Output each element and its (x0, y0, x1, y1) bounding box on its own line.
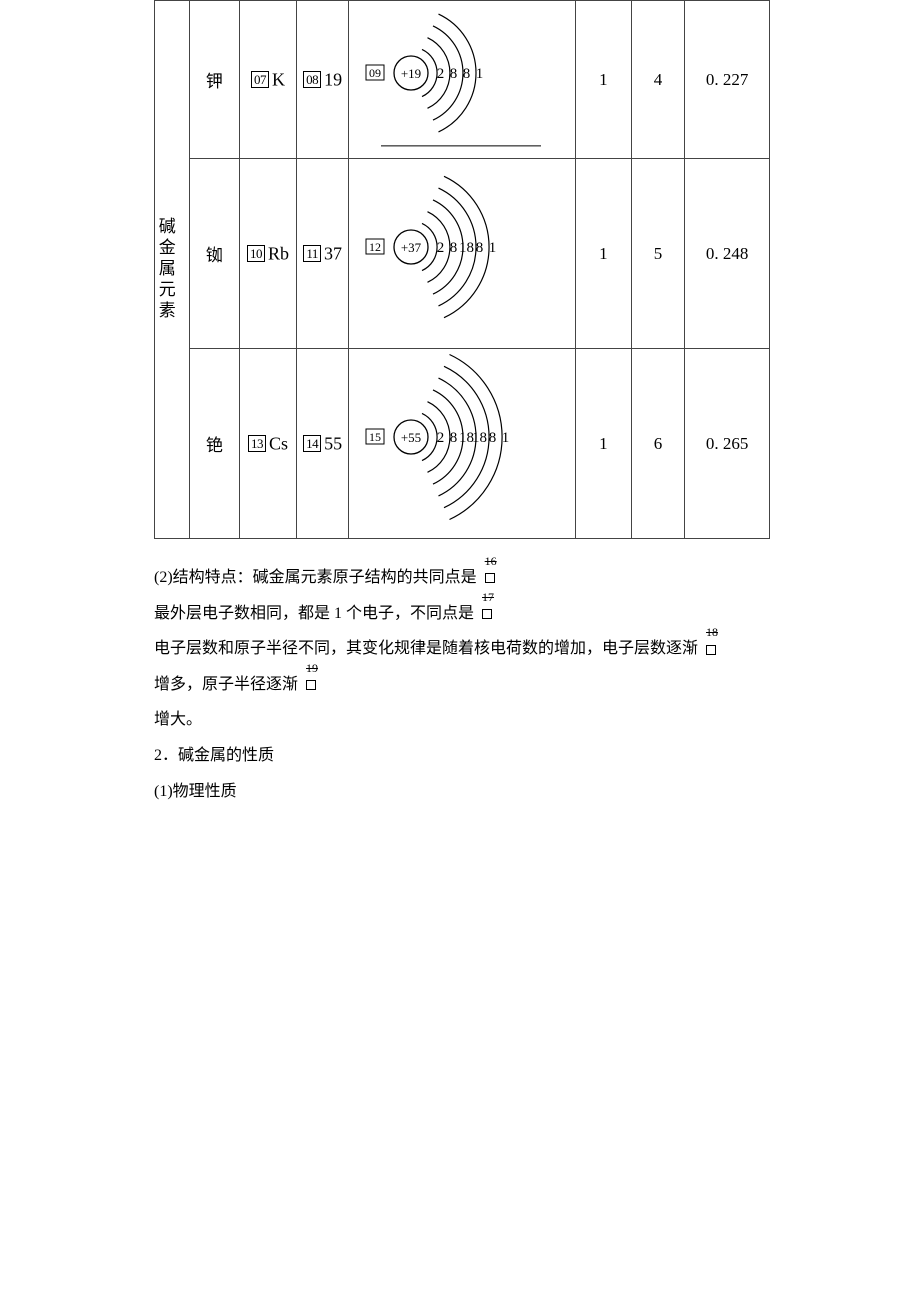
box-number: 14 (303, 435, 321, 452)
svg-text:2: 2 (437, 430, 445, 446)
element-symbol-cell: 13Cs (239, 349, 297, 539)
blank-annotation: 17 (478, 597, 492, 631)
element-name: 铯 (190, 349, 240, 539)
group-label: 碱金属元素 (155, 1, 190, 539)
svg-text:09: 09 (369, 66, 381, 80)
svg-text:8: 8 (489, 430, 497, 446)
box-number: 13 (248, 435, 266, 452)
svg-text:1: 1 (502, 430, 510, 446)
svg-text:+37: +37 (401, 240, 422, 255)
table-row: 铯 13Cs 1455 15 +55 28181881 1 6 0. 265 (155, 349, 770, 539)
outer-electrons: 1 (575, 1, 631, 159)
svg-text:18: 18 (472, 430, 487, 446)
outer-electrons: 1 (575, 159, 631, 349)
shell-count: 6 (631, 349, 685, 539)
svg-text:18: 18 (459, 240, 474, 256)
box-number: 07 (251, 71, 269, 88)
box-number: 10 (247, 245, 265, 262)
paragraph-text: 增多，原子半径逐渐 (154, 676, 298, 693)
svg-text:8: 8 (450, 66, 458, 82)
atomic-radius: 0. 227 (685, 1, 770, 159)
svg-text:+55: +55 (401, 430, 421, 445)
atomic-radius: 0. 265 (685, 349, 770, 539)
paragraph-text: 电子层数和原子半径不同，其变化规律是随着核电荷数的增加，电子层数逐渐 (154, 640, 698, 657)
atomic-number-cell: 0819 (297, 1, 349, 159)
shell-count: 4 (631, 1, 685, 159)
svg-text:15: 15 (369, 430, 381, 444)
electron-diagram-cell: 15 +55 28181881 (348, 349, 575, 539)
svg-text:+19: +19 (401, 66, 421, 81)
paragraph-text: 2．碱金属的性质 (154, 739, 770, 773)
electron-diagram-cell: 09 +19 2881 (348, 1, 575, 159)
paragraph-text: (1)物理性质 (154, 775, 770, 809)
blank-annotation: 18 (702, 632, 716, 666)
svg-text:1: 1 (489, 240, 497, 256)
paragraph-text: 最外层电子数相同，都是 1 个电子，不同点是 (154, 605, 474, 622)
svg-text:2: 2 (437, 66, 445, 82)
body-text: (2)结构特点：碱金属元素原子结构的共同点是 16 最外层电子数相同，都是 1 … (154, 561, 770, 808)
svg-text:8: 8 (463, 66, 471, 82)
elements-table: 碱金属元素 钾 07K 0819 09 +19 2881 1 4 0. 227 (154, 0, 770, 539)
blank-annotation: 19 (302, 668, 316, 702)
element-name: 钾 (190, 1, 240, 159)
electron-diagram-cell: 12 +37 281881 (348, 159, 575, 349)
atomic-radius: 0. 248 (685, 159, 770, 349)
table-row: 碱金属元素 钾 07K 0819 09 +19 2881 1 4 0. 227 (155, 1, 770, 159)
element-symbol-cell: 10Rb (239, 159, 297, 349)
shell-count: 5 (631, 159, 685, 349)
outer-electrons: 1 (575, 349, 631, 539)
svg-text:8: 8 (450, 430, 458, 446)
element-symbol-cell: 07K (239, 1, 297, 159)
paragraph-text: 增大。 (154, 703, 770, 737)
svg-text:8: 8 (476, 240, 484, 256)
box-number: 11 (303, 245, 321, 262)
svg-text:1: 1 (476, 66, 484, 82)
svg-text:8: 8 (450, 240, 458, 256)
svg-text:2: 2 (437, 240, 445, 256)
svg-text:12: 12 (369, 240, 381, 254)
atomic-number-cell: 1455 (297, 349, 349, 539)
element-name: 铷 (190, 159, 240, 349)
paragraph-text: (2)结构特点：碱金属元素原子结构的共同点是 (154, 569, 477, 586)
box-number: 08 (303, 71, 321, 88)
atomic-number-cell: 1137 (297, 159, 349, 349)
table-row: 铷 10Rb 1137 12 +37 281881 1 5 0. 248 (155, 159, 770, 349)
